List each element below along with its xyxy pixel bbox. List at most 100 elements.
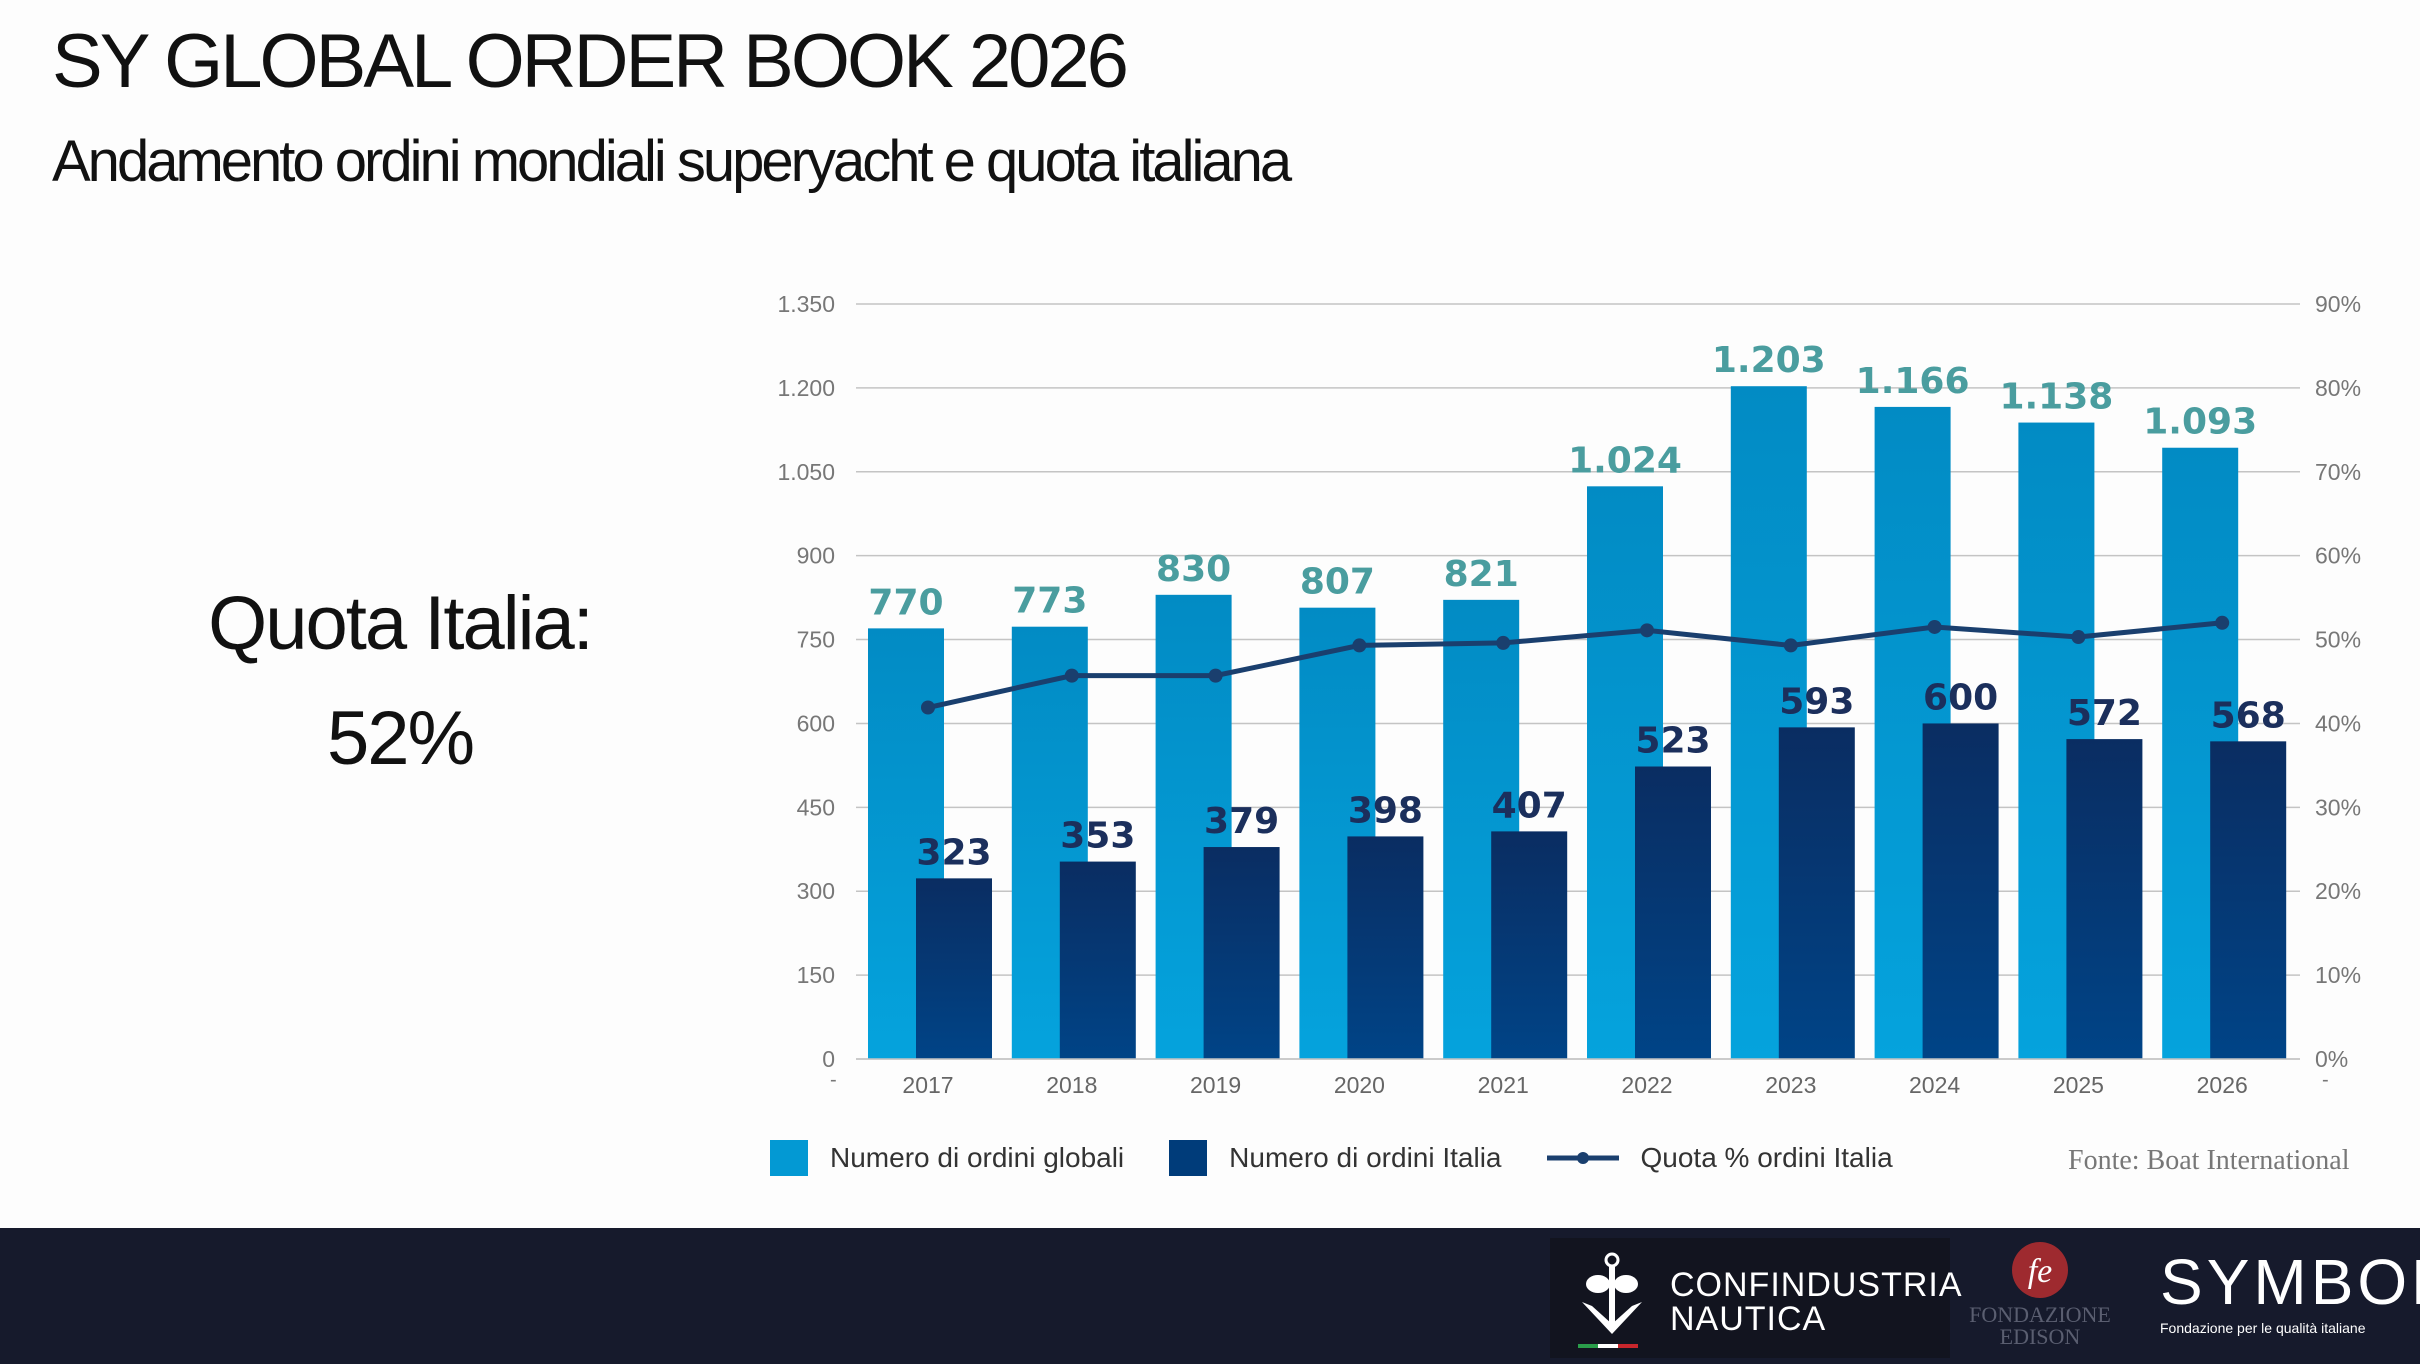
bar-italy (1778, 727, 1855, 1059)
confindustria-text: CONFINDUSTRIA NAUTICA (1670, 1266, 1961, 1338)
legend-item-global: Numero di ordini globali (770, 1140, 1124, 1176)
line-point (1064, 668, 1079, 683)
edison-text: FONDAZIONE EDISON (1969, 1302, 2111, 1349)
legend-label: Numero di ordini Italia (1229, 1142, 1502, 1173)
edison-emblem-icon: fe (2012, 1242, 2068, 1298)
data-label-global: 770 (868, 582, 943, 623)
anchor-icon (1578, 1252, 1642, 1348)
source-note: Fonte: Boat International (2068, 1145, 2350, 1176)
left-tick-label: 1.050 (777, 459, 835, 485)
line-share (927, 620, 2223, 710)
x-tick-label: 2025 (2053, 1072, 2104, 1098)
footer (0, 1228, 2420, 1364)
line-point (1208, 668, 1223, 683)
data-label-italy: 398 (1348, 790, 1423, 831)
x-tick-label: 2026 (2197, 1072, 2248, 1098)
left-tick-label: 450 (797, 794, 835, 820)
page-subtitle: Andamento ordini mondiali superyacht e q… (52, 129, 1292, 194)
bar-italy (2210, 741, 2287, 1059)
bar-italy (1347, 836, 1424, 1059)
data-label-global: 1.138 (1999, 377, 2113, 418)
legend-item-share: Quota % ordini Italia (1546, 1140, 1893, 1176)
right-tick-label: 60% (2315, 543, 2361, 569)
right-tick-label: 30% (2315, 794, 2361, 820)
left-axis-dash: - (830, 1069, 837, 1091)
x-tick-label: 2018 (1046, 1072, 1097, 1098)
data-label-italy: 323 (916, 832, 991, 873)
x-tick-label: 2024 (1909, 1072, 1960, 1098)
data-label-global: 773 (1012, 581, 1087, 622)
x-tick-label: 2017 (902, 1072, 953, 1098)
line-point (1927, 619, 1942, 634)
data-label-italy: 407 (1492, 785, 1567, 826)
legend-label: Numero di ordini globali (830, 1142, 1125, 1173)
bar-italy (1635, 766, 1711, 1059)
line-point (1640, 623, 1654, 638)
bar-italy (1491, 831, 1568, 1059)
data-label-italy: 379 (1204, 801, 1279, 842)
right-tick-label: 50% (2315, 627, 2361, 653)
left-tick-label: 900 (797, 543, 835, 569)
legend-label: Quota % ordini Italia (1640, 1142, 1893, 1173)
data-label-italy: 600 (1923, 677, 1998, 718)
combo-chart: 0 150 300 450 600 750 900 1.050 1.200 1.350 0% 10% 2… (777, 291, 2361, 1098)
line-point (1352, 638, 1367, 653)
symbola-text: SYMBOLA (2160, 1246, 2420, 1318)
x-tick-label: 2021 (1478, 1072, 1529, 1098)
legend-item-italy: Numero di ordini Italia (1169, 1140, 1502, 1176)
legend-swatch-italy (1169, 1140, 1208, 1176)
quota-value: 52% (326, 696, 475, 781)
right-axis-dash: - (2322, 1069, 2329, 1091)
page-title: SY GLOBAL ORDER BOOK 2026 (52, 19, 1129, 104)
legend-line-icon (1546, 1152, 1619, 1164)
data-label-global: 1.203 (1712, 340, 1826, 381)
right-tick-label: 10% (2315, 962, 2361, 988)
bar-italy (916, 878, 992, 1059)
confindustria-logo: CONFINDUSTRIA NAUTICA (1550, 1238, 1960, 1358)
line-point (1783, 638, 1798, 653)
right-tick-label: 70% (2315, 459, 2361, 485)
line-point (2215, 615, 2230, 630)
symbola-subtitle: Fondazione per le qualità italiane (2160, 1320, 2366, 1336)
bar-italy (1203, 847, 1280, 1059)
left-tick-label: 300 (797, 878, 835, 904)
x-tick-label: 2022 (1621, 1072, 1672, 1098)
data-label-italy: 568 (2211, 695, 2286, 736)
bar-italy (2066, 739, 2143, 1059)
quota-label: Quota Italia: (208, 581, 594, 666)
x-tick-label: 2023 (1765, 1072, 1816, 1098)
left-tick-label: 1.350 (777, 291, 835, 317)
svg-text:fe: fe (2028, 1253, 2053, 1290)
left-tick-label: 750 (797, 627, 835, 653)
right-tick-label: 40% (2315, 710, 2361, 736)
left-tick-label: 600 (797, 710, 835, 736)
legend-swatch-global (770, 1140, 808, 1176)
data-label-global: 1.093 (2143, 402, 2257, 443)
line-point (2071, 630, 2086, 645)
fondazione-edison-logo: fe FONDAZIONE EDISON (1965, 1240, 2115, 1348)
data-label-global: 830 (1156, 549, 1231, 590)
right-tick-label: 20% (2315, 878, 2361, 904)
data-label-italy: 572 (2067, 693, 2142, 734)
left-tick-label: 0 (822, 1046, 835, 1072)
line-point (1496, 635, 1511, 650)
left-tick-label: 1.200 (777, 375, 835, 401)
data-label-italy: 523 (1635, 721, 1710, 762)
bar-italy (1922, 723, 1999, 1059)
data-label-italy: 593 (1779, 681, 1854, 722)
left-tick-label: 150 (797, 962, 835, 988)
right-tick-label: 90% (2315, 291, 2361, 317)
legend: Numero di ordini globali Numero di ordin… (770, 1140, 1938, 1176)
symbola-logo: SYMBOLA Fondazione per le qualità italia… (2160, 1250, 2420, 1336)
data-label-global: 821 (1444, 554, 1519, 595)
data-label-italy: 353 (1060, 816, 1135, 857)
x-tick-label: 2019 (1190, 1072, 1241, 1098)
right-tick-label: 80% (2315, 375, 2361, 401)
data-label-global: 1.024 (1568, 440, 1682, 481)
x-tick-label: 2020 (1334, 1072, 1385, 1098)
data-label-global: 1.166 (1856, 361, 1970, 402)
data-label-global: 807 (1300, 562, 1375, 603)
right-tick-label: 0% (2315, 1046, 2348, 1072)
line-point (921, 700, 935, 715)
bar-italy (1059, 861, 1136, 1059)
